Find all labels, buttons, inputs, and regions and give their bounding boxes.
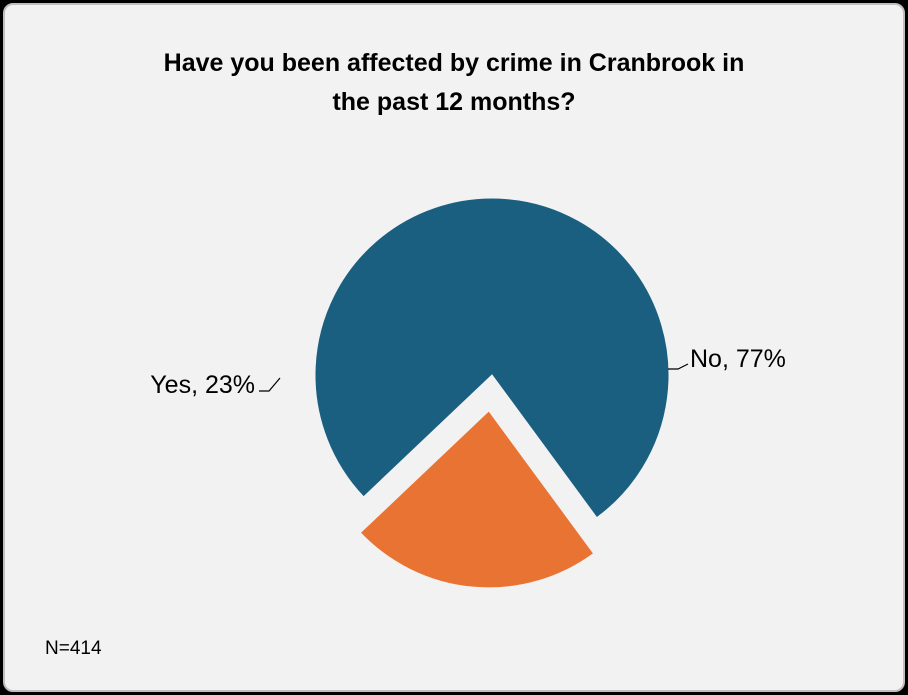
sample-size-note: N=414 bbox=[45, 638, 102, 659]
data-label-yes: Yes, 23% bbox=[150, 371, 255, 399]
leader-line-no bbox=[668, 363, 689, 370]
leader-line-yes bbox=[259, 377, 281, 392]
data-label-no: No, 77% bbox=[690, 345, 786, 373]
chart-title-line-1: Have you been affected by crime in Cranb… bbox=[163, 49, 745, 77]
chart-title-line-2: the past 12 months? bbox=[332, 88, 576, 116]
pie-slice-yes bbox=[359, 410, 595, 589]
chart-title: Have you been affected by crime in Cranb… bbox=[0, 44, 908, 122]
pie-slice-no bbox=[314, 197, 670, 519]
